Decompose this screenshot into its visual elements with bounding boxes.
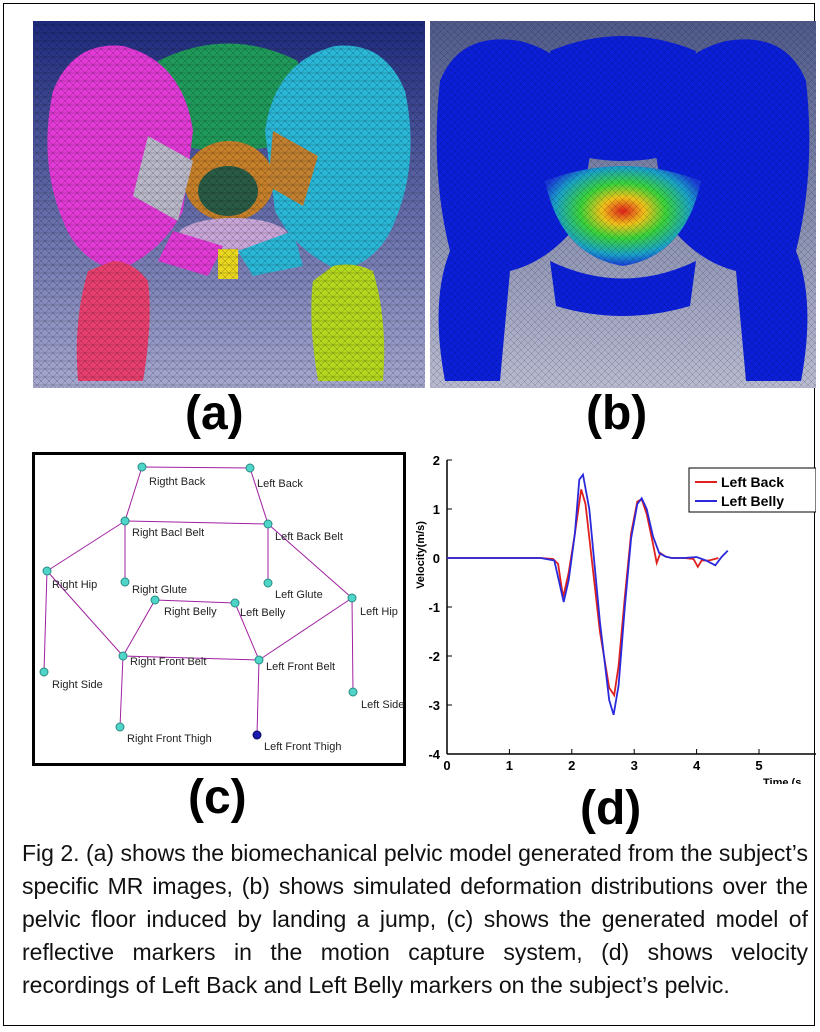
panel-d-velocity-chart: -4 -3 -2 -1 0 1 2 0 1 2 3 4 5 Velocity(m/s) Time (s Le… [415,454,816,784]
marker-label: Right Hip [52,579,97,591]
marker-label: Right Side [52,679,103,691]
marker-dot [115,722,125,732]
y-tick-label: 0 [433,551,440,566]
x-tick-label: 0 [443,758,450,773]
y-tick-label: -4 [428,747,440,762]
marker-dot-selected [252,730,262,740]
panel-label-d: (d) [580,782,642,835]
figure-frame: (a) (b) [3,3,816,1026]
panel-label-a: (a) [185,387,244,440]
marker-label: Rigtht Back [149,476,206,488]
marker-dot [120,516,130,526]
legend-label: Left Back [721,474,784,490]
marker-dot [263,519,273,529]
panel-c-marker-model: Rigtht Back Left Back Right Bacl Belt Le… [32,452,406,766]
marker-label: Left Side [361,699,404,711]
x-tick-label: 2 [568,758,575,773]
marker-dot [118,651,128,661]
x-tick-label: 5 [755,758,762,773]
panel-a-pelvic-model-image [33,21,425,388]
marker-label: Right Bacl Belt [132,527,204,539]
marker-dot [120,577,130,587]
marker-dot [348,687,358,697]
marker-label: Left Front Belt [266,661,335,673]
series-line-left-belly [447,472,729,716]
marker-label: Left Back [257,478,303,490]
y-tick-label: -1 [428,600,440,615]
marker-dot [39,667,49,677]
marker-label: Right Front Thigh [127,733,212,745]
legend-label: Left Belly [721,493,784,509]
panel-b-deformation-image [430,21,816,388]
marker-label: Left Belly [240,607,286,619]
marker-label: Right Glute [132,584,187,596]
marker-dot [254,655,264,665]
y-tick-label: 2 [433,454,440,468]
marker-label: Left Back Belt [275,531,343,543]
marker-dot [137,462,147,472]
x-tick-label: 1 [506,758,513,773]
x-axis-label: Time (s [763,777,801,784]
y-tick-label: -2 [428,649,440,664]
marker-label: Left Hip [360,606,398,618]
marker-label: Left Front Thigh [264,741,341,753]
marker-dot [150,595,160,605]
series-line-left-back [447,489,719,698]
legend-box [688,467,816,513]
x-tick-label: 4 [693,758,701,773]
marker-dot [347,593,357,603]
marker-dot [42,566,52,576]
marker-label: Left Glute [275,589,323,601]
marker-label: Right Belly [164,606,217,618]
marker-label: Right Front Belt [130,656,206,668]
y-axis-label: Velocity(m/s) [415,521,427,589]
marker-dot [230,598,240,608]
marker-dot [245,463,255,473]
panel-label-c: (c) [188,771,247,824]
marker-dot [263,578,273,588]
y-tick-label: -3 [428,698,440,713]
figure-caption: Fig 2. (a) shows the biomechanical pelvi… [22,840,808,998]
panel-label-b: (b) [586,387,648,440]
y-tick-label: 1 [433,502,440,517]
x-tick-label: 3 [631,758,638,773]
